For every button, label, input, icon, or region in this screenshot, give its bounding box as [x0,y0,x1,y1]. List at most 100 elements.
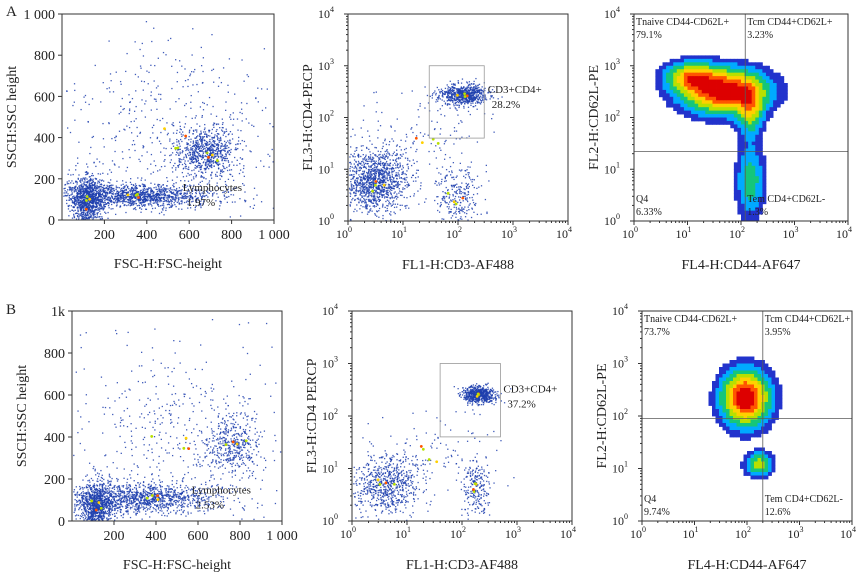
event-dot [387,174,390,176]
event-dot [229,130,232,133]
event-dot [195,167,197,169]
event-dot [92,195,94,198]
event-dot [424,201,426,203]
event-dot [228,58,231,60]
event-dot [115,201,117,203]
event-dot [81,217,84,219]
event-dot [379,190,382,192]
event-dot [190,196,192,198]
event-dot [98,207,100,209]
event-dot [116,190,118,192]
event-dot [93,198,95,200]
event-dot [366,174,369,176]
event-dot [116,204,118,206]
event-dot [103,207,105,209]
event-dot [77,203,80,205]
event-dot [224,198,226,200]
event-dot [170,206,172,208]
event-dot [376,193,378,195]
event-dot [110,203,113,206]
event-dot [98,204,100,207]
event-dot [179,131,181,133]
event-dot [197,189,200,191]
event-dot [67,205,69,207]
event-dot [161,194,163,196]
event-dot [466,101,468,104]
event-dot [83,202,85,204]
event-dot [80,192,82,194]
event-dot [469,84,471,86]
event-dot [96,186,98,189]
event-dot [227,161,230,163]
event-dot [208,182,210,184]
event-dot [398,169,400,172]
event-dot [378,172,380,175]
event-dot [155,188,157,190]
event-dot [412,174,414,177]
event-dot [151,142,153,144]
event-dot [91,196,93,198]
event-dot [225,128,227,130]
event-dot [200,138,203,141]
event-dot [120,111,122,113]
event-dot [174,197,177,199]
event-dot [401,204,403,206]
event-dot [78,185,80,187]
event-dot [404,157,407,159]
event-dot [382,145,384,148]
event-dot [392,201,394,203]
event-dot [222,127,224,129]
event-dot [73,83,76,85]
event-dot [82,208,85,210]
event-dot [368,181,370,183]
event-dot [385,183,387,186]
event-dot [491,95,493,97]
event-dot [471,96,473,98]
event-dot [396,183,399,185]
event-dot [392,203,394,205]
event-dot [360,204,362,207]
event-dot [146,189,149,191]
event-dot [225,183,227,186]
event-dot [360,185,362,188]
event-dot [126,125,128,127]
event-dot [474,88,476,91]
event-dot [91,205,93,207]
event-dot [356,163,359,166]
event-dot [380,169,383,171]
event-dot [465,93,468,96]
event-dot [195,150,197,153]
event-dot [435,94,437,96]
event-dot [110,184,113,186]
event-dot [81,191,84,193]
event-dot [208,140,211,143]
event-dot [140,194,143,196]
event-dot [135,196,137,199]
event-dot [129,205,131,207]
event-dot [219,178,221,180]
event-dot [148,195,150,197]
event-dot [73,215,75,217]
event-dot [205,194,208,197]
event-dot [201,149,203,152]
event-dot [435,101,437,103]
event-dot [155,195,157,198]
event-dot [67,189,69,191]
event-dot [132,184,135,187]
event-dot [204,127,206,129]
event-dot [135,90,137,92]
event-dot [91,213,93,215]
event-dot [198,204,200,207]
event-dot [84,101,87,103]
event-dot [220,155,222,157]
event-dot [84,171,87,173]
event-dot [101,197,103,199]
event-dot [132,187,134,190]
event-dot [229,116,231,118]
event-dot [94,200,96,202]
event-dot [169,187,172,189]
event-dot [150,189,152,191]
event-dot [82,215,84,218]
event-dot [197,157,199,159]
event-dot [377,196,380,199]
